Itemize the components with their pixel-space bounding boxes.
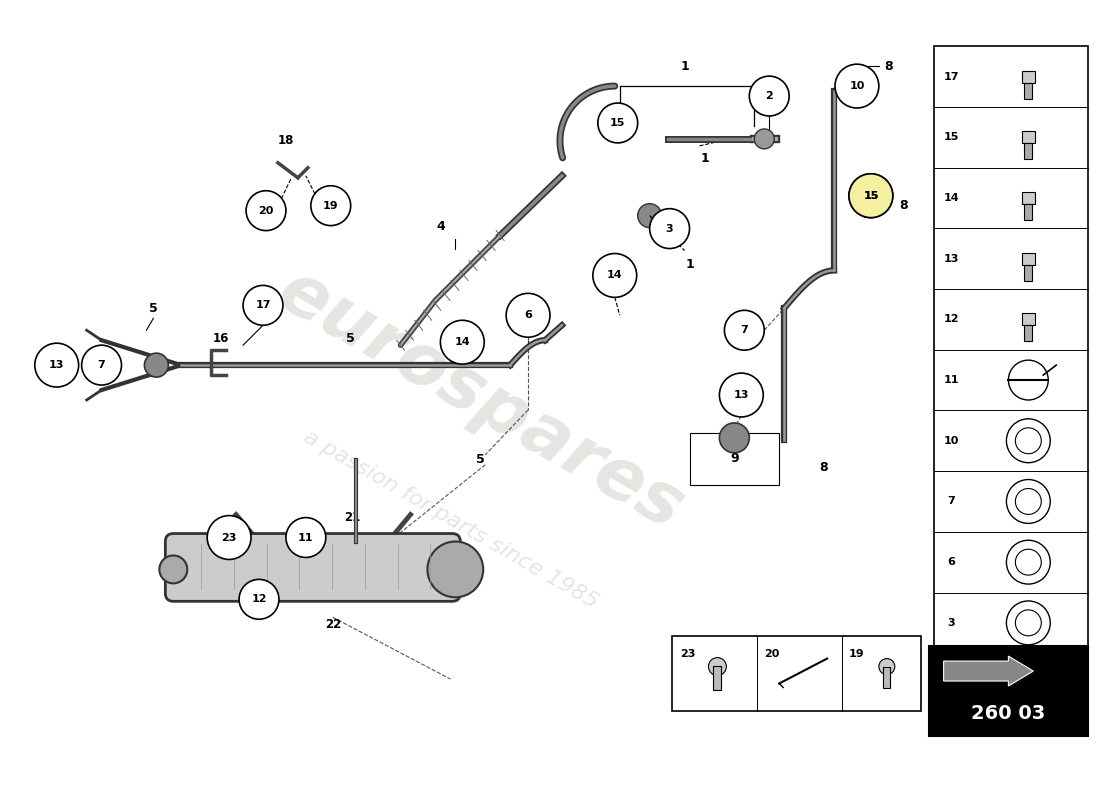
FancyBboxPatch shape [165,534,460,602]
Text: 14: 14 [454,338,470,347]
Text: 21: 21 [344,511,361,524]
Text: 14: 14 [607,270,623,281]
Circle shape [207,515,251,559]
Text: 11: 11 [944,375,959,385]
Circle shape [725,310,764,350]
Circle shape [286,518,326,558]
Bar [1024,82,1032,98]
Text: 15: 15 [610,118,626,128]
Bar [714,666,722,690]
Text: 4: 4 [436,219,444,233]
Bar [1024,204,1032,220]
Text: a passion for parts since 1985: a passion for parts since 1985 [299,427,601,612]
Text: 8: 8 [900,199,909,212]
Circle shape [719,373,763,417]
Circle shape [35,343,78,387]
Text: 9: 9 [730,455,739,468]
Text: 12: 12 [251,594,267,604]
Circle shape [593,254,637,298]
Text: 3: 3 [948,618,956,628]
Text: 13: 13 [944,254,959,264]
Text: 13: 13 [50,360,65,370]
Bar [1024,143,1032,159]
Text: 3: 3 [666,223,673,234]
Bar [672,636,921,711]
Circle shape [243,286,283,326]
Text: 17: 17 [255,300,271,310]
Circle shape [81,345,121,385]
Text: 10: 10 [849,81,865,91]
Text: 15: 15 [864,190,879,201]
Text: 18: 18 [277,134,294,147]
Text: 260 03: 260 03 [971,705,1045,723]
Bar [1022,314,1035,326]
Text: 8: 8 [884,60,893,73]
Circle shape [879,658,894,674]
Text: 14: 14 [944,193,959,203]
Circle shape [428,542,483,598]
Bar [1022,70,1035,82]
Text: 5: 5 [346,332,355,345]
Circle shape [144,353,168,377]
Text: 23: 23 [221,533,236,542]
Circle shape [440,320,484,364]
Bar [934,46,1088,714]
Text: 17: 17 [944,71,959,82]
Circle shape [719,423,749,453]
Text: 15: 15 [864,190,879,201]
Circle shape [849,174,893,218]
Text: 7: 7 [98,360,106,370]
Text: 7: 7 [740,326,748,335]
Text: 15: 15 [944,132,959,142]
Polygon shape [944,656,1033,686]
Text: 12: 12 [944,314,959,324]
Circle shape [239,579,279,619]
Circle shape [311,186,351,226]
Circle shape [849,174,893,218]
Text: 5: 5 [148,302,157,315]
Circle shape [749,76,789,116]
Bar [1024,265,1032,281]
Bar [883,666,890,689]
Text: 1: 1 [685,258,694,271]
Text: 19: 19 [849,649,865,659]
Text: 5: 5 [476,454,485,466]
Text: 19: 19 [323,201,339,210]
Text: 7: 7 [948,497,956,506]
Text: 9: 9 [730,452,739,466]
Text: 20: 20 [764,649,780,659]
Bar [1022,253,1035,265]
Circle shape [835,64,879,108]
Text: 6: 6 [948,557,956,567]
Circle shape [506,294,550,338]
Text: 11: 11 [298,533,314,542]
Circle shape [246,190,286,230]
Bar [1024,326,1032,342]
Text: 23: 23 [680,649,695,659]
Circle shape [755,129,774,149]
Text: 2: 2 [766,91,773,101]
Bar [1022,192,1035,204]
Bar [1022,131,1035,143]
Text: 22: 22 [324,618,341,630]
Bar [928,646,1088,736]
Text: 10: 10 [944,436,959,446]
Text: 6: 6 [524,310,532,320]
Text: 2: 2 [948,678,956,689]
Text: 16: 16 [213,332,229,345]
Text: 1: 1 [700,152,708,166]
Text: eurospares: eurospares [265,256,695,544]
Bar [690,433,779,485]
Text: 20: 20 [258,206,274,216]
Circle shape [708,658,726,675]
Text: 1: 1 [680,60,689,73]
Circle shape [638,204,661,228]
Text: 13: 13 [734,390,749,400]
Circle shape [160,555,187,583]
Circle shape [650,209,690,249]
Text: 8: 8 [820,462,828,474]
Circle shape [597,103,638,143]
